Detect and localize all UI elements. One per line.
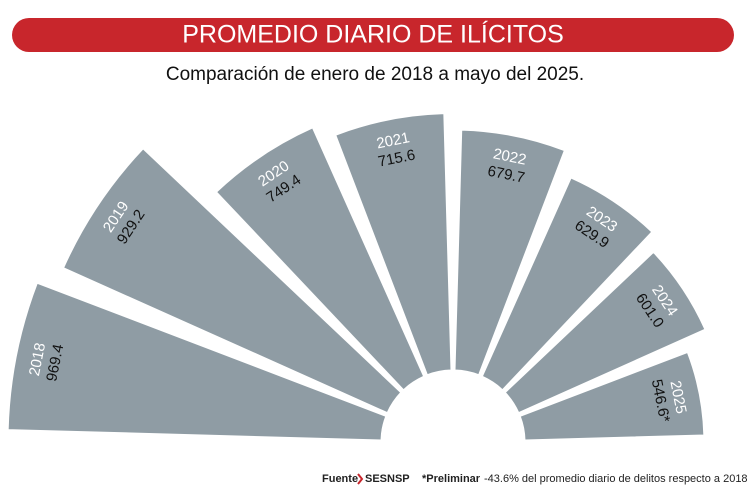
source: SESNSP — [365, 473, 410, 485]
category-label: 2018 — [26, 341, 49, 377]
source-arrow — [357, 473, 364, 485]
value-label: 969.4 — [43, 343, 67, 383]
value-label: 715.6 — [377, 147, 417, 171]
title-banner — [12, 18, 734, 52]
wedge — [454, 129, 565, 376]
wedge — [7, 282, 387, 441]
wedge — [504, 251, 706, 414]
category-label: 2022 — [492, 145, 528, 168]
category-label: 2025 — [666, 379, 689, 415]
chart-subtitle: Comparación de enero de 2018 a mayo del … — [166, 64, 584, 85]
source-label: Fuente — [322, 473, 358, 485]
wedge — [62, 148, 402, 414]
chart-title: PROMEDIO DIARIO DE ILÍCITOS — [182, 20, 564, 49]
category-label: 2021 — [375, 129, 411, 152]
note: *Preliminar — [422, 473, 481, 485]
wedge — [335, 113, 452, 376]
wedge — [481, 177, 653, 391]
wedge — [215, 127, 425, 391]
value-label: 679.7 — [486, 163, 526, 187]
annotation: -43.6% del promedio diario de delitos re… — [484, 473, 748, 485]
wedge — [519, 351, 705, 441]
